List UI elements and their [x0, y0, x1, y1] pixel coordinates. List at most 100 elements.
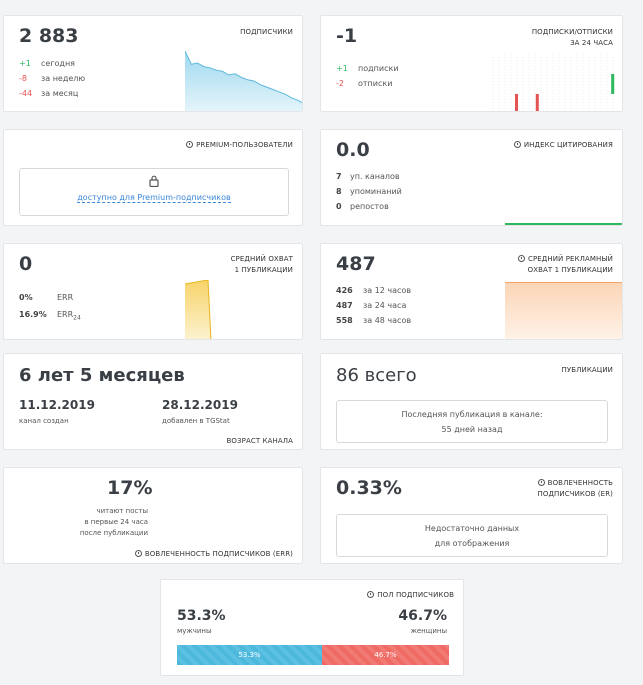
clock-icon: [537, 479, 545, 486]
male-label: мужчины: [177, 627, 212, 635]
avg-reach-area: [185, 280, 211, 339]
avg-reach-title-line2: 1 публикации: [234, 266, 293, 274]
channel-age-value: 6 лет 5 месяцев: [19, 365, 185, 386]
citation-mentions-label: упоминаний: [350, 187, 402, 196]
subscribers-title: подписчики: [240, 28, 293, 36]
err-desc-line1: читают посты: [96, 507, 148, 515]
ad-reach-title-line2: охват 1 публикации: [527, 266, 613, 274]
citation-channels-row: 7 уп. каналов: [336, 172, 400, 181]
created-label: канал создан: [19, 417, 69, 425]
citation-reposts-label: репостов: [350, 202, 389, 211]
gender-card[interactable]: пол подписчиков 53.3% мужчины 46.7% женщ…: [160, 579, 464, 676]
err-engagement-title: вовлеченность подписчиков (ERR): [134, 549, 293, 560]
channel-age-card[interactable]: 6 лет 5 месяцев 11.12.2019 канал создан …: [3, 353, 303, 450]
unsubs-row: -2 отписки: [336, 79, 392, 88]
subscribers-today-row: +1 сегодня: [19, 59, 75, 68]
subscribers-today-label: сегодня: [41, 59, 75, 68]
subscribers-month-label: за месяц: [41, 89, 79, 98]
subs-unsubs-title: подписки/отписки за 24 часа: [532, 27, 613, 49]
premium-card[interactable]: premium-пользователи доступно для Premiu…: [3, 129, 303, 226]
subscribers-trend-area: [185, 51, 302, 111]
citation-mentions-row: 8 упоминаний: [336, 187, 402, 196]
subs-unsubs-card[interactable]: -1 подписки/отписки за 24 часа +1 подписк…: [320, 15, 623, 112]
err24-label: ERR: [57, 310, 74, 319]
ad-reach-48h-label: за 48 часов: [363, 316, 412, 325]
ad-reach-card[interactable]: 487 средний рекламный охват 1 публикации…: [320, 243, 623, 340]
added-label: добавлен в TGStat: [162, 417, 230, 425]
avg-reach-title-line1: средний охват: [230, 255, 293, 263]
ad-reach-48h-row: 558 за 48 часов: [336, 316, 411, 325]
premium-lock-box[interactable]: доступно для Premium-подписчиков: [19, 168, 289, 216]
subs-bar: [611, 74, 615, 94]
added-date: 28.12.2019: [162, 398, 238, 412]
ad-reach-24h-value: 487: [336, 301, 353, 310]
ad-reach-12h-label: за 12 часов: [363, 286, 412, 295]
avg-reach-card[interactable]: 0 средний охват 1 публикации 0% ERR 16.9%…: [3, 243, 303, 340]
gender-bar-male: 53.3%: [177, 645, 322, 665]
female-pct: 46.7%: [398, 608, 447, 624]
gender-title-text: пол подписчиков: [377, 591, 454, 599]
err24-value: 16.9%: [19, 310, 47, 319]
gender-bar-female: 46.7%: [321, 645, 449, 665]
err-engagement-card[interactable]: 17% читают посты в первые 24 часа после …: [3, 467, 303, 564]
premium-link[interactable]: доступно для Premium-подписчиков: [77, 193, 231, 203]
clock-icon: [513, 141, 521, 148]
er-title-line2: подписчиков (ER): [537, 490, 613, 498]
er-engagement-card[interactable]: 0.33% вовлеченность подписчиков (ER) Нед…: [320, 467, 623, 564]
subscribers-week-row: -8 за неделю: [19, 74, 85, 83]
clock-icon: [517, 255, 525, 262]
citation-value: 0.0: [336, 139, 370, 161]
subs-label: подписки: [358, 64, 399, 73]
citation-card[interactable]: 0.0 индекс цитирования 7 уп. каналов 8 упо…: [320, 129, 623, 226]
avg-reach-chart: [184, 280, 212, 339]
unsubs-label: отписки: [358, 79, 393, 88]
created-date: 11.12.2019: [19, 398, 95, 412]
subscribers-card[interactable]: 2 883 подписчики +1 сегодня -8 за неделю -…: [3, 15, 303, 112]
subscribers-week-value: -8: [19, 74, 27, 83]
citation-title: индекс цитирования: [513, 140, 613, 151]
avg-reach-title: средний охват 1 публикации: [231, 254, 293, 276]
premium-title: premium-пользователи: [186, 140, 293, 151]
citation-trend-line: [505, 223, 622, 225]
ad-reach-48h-value: 558: [336, 316, 353, 325]
citation-reposts-row: 0 репостов: [336, 202, 389, 211]
unsubs-bar: [515, 94, 518, 111]
clock-icon: [186, 141, 194, 148]
err-engagement-value: 17%: [107, 477, 153, 499]
citation-reposts-value: 0: [336, 202, 342, 211]
subscribers-month-value: -44: [19, 89, 33, 98]
clock-icon: [367, 591, 375, 598]
publications-value: 86 всего: [336, 365, 417, 386]
avg-reach-value: 0: [19, 253, 33, 275]
subs-unsubs-title-line1: подписки/отписки: [531, 28, 613, 36]
err-engagement-title-text: вовлеченность подписчиков (ERR): [144, 550, 293, 558]
er-engagement-value: 0.33%: [336, 477, 402, 499]
female-label: женщины: [410, 627, 447, 635]
last-publication-box: Последняя публикация в канале: 55 дней н…: [336, 400, 608, 443]
last-publication-line2: 55 дней назад: [441, 425, 503, 434]
subs-unsubs-count: -1: [336, 25, 358, 47]
er-no-data-box: Недостаточно данных для отображения: [336, 514, 608, 557]
err-engagement-desc: читают посты в первые 24 часа после публ…: [74, 506, 148, 539]
err24-sub: 24: [73, 314, 81, 322]
ad-reach-12h-value: 426: [336, 286, 353, 295]
subscribers-month-row: -44 за месяц: [19, 89, 78, 98]
citation-title-text: индекс цитирования: [523, 141, 613, 149]
premium-title-text: premium-пользователи: [196, 141, 293, 149]
subs-unsubs-title-line2: за 24 часа: [570, 39, 613, 47]
err24-row: 16.9% ERR24: [19, 310, 81, 322]
subscribers-week-label: за неделю: [41, 74, 86, 83]
ad-reach-title-line1: средний рекламный: [527, 255, 613, 263]
err-label: ERR: [57, 293, 74, 302]
er-box-line1: Недостаточно данных: [424, 524, 520, 533]
male-pct: 53.3%: [177, 608, 226, 624]
ad-reach-24h-label: за 24 часа: [363, 301, 407, 310]
citation-channels-label: уп. каналов: [350, 172, 400, 181]
publications-title: публикации: [561, 366, 613, 374]
er-box-line2: для отображения: [434, 539, 510, 548]
er-title-line1: вовлеченность: [547, 479, 613, 487]
err-value: 0%: [19, 293, 33, 302]
ad-reach-value: 487: [336, 253, 376, 275]
publications-card[interactable]: 86 всего публикации Последняя публикация…: [320, 353, 623, 450]
err-desc-line2: в первые 24 часа: [84, 518, 148, 526]
